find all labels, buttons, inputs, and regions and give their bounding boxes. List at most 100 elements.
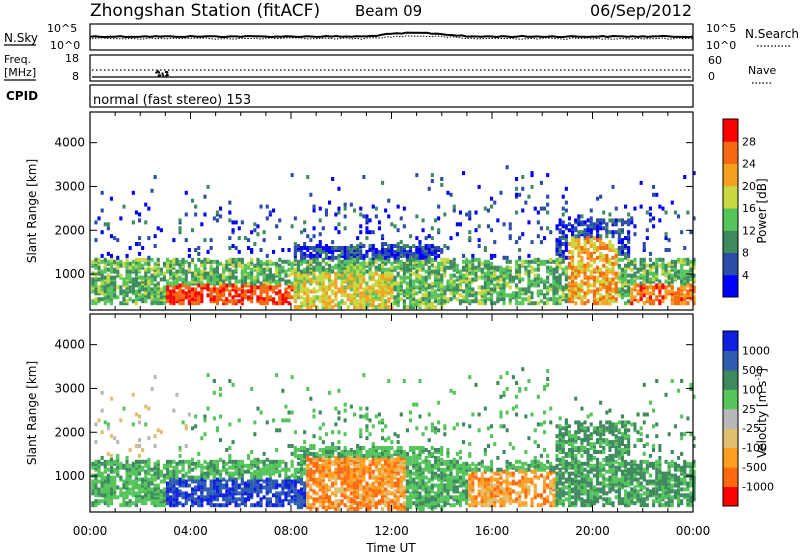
range-cell (349, 244, 353, 248)
range-cell (359, 406, 363, 411)
range-cell (561, 249, 565, 254)
range-cell (191, 297, 195, 302)
range-cell (303, 440, 307, 445)
range-cell (125, 459, 129, 464)
range-cell (284, 471, 288, 476)
range-cell (228, 422, 232, 427)
range-cell (194, 485, 198, 490)
range-cell (184, 479, 188, 484)
range-cell (318, 477, 322, 482)
range-cell (474, 291, 478, 296)
range-cell (212, 491, 216, 496)
range-cell (689, 283, 693, 288)
range-cell (109, 481, 113, 486)
range-cell (328, 295, 332, 300)
range-cell (256, 295, 260, 300)
range-cell (175, 285, 179, 290)
range-cell (119, 461, 123, 466)
freq-tick-bottom: 8 (72, 70, 79, 83)
range-cell (141, 275, 145, 280)
range-cell (312, 469, 316, 474)
range-cell (353, 285, 357, 290)
range-cell (194, 291, 198, 296)
range-cell (272, 479, 276, 484)
range-cell (272, 297, 276, 302)
range-cell (558, 240, 562, 245)
range-cell (284, 461, 288, 466)
range-cell (552, 287, 556, 292)
range-cell (549, 265, 553, 270)
range-cell (505, 259, 509, 264)
range-cell (483, 289, 487, 294)
range-cell (290, 479, 294, 484)
range-cell (349, 497, 353, 502)
range-cell (402, 275, 406, 280)
range-cell (586, 289, 590, 294)
range-cell (178, 226, 182, 231)
range-cell (555, 283, 559, 288)
range-cell (337, 410, 341, 415)
range-cell (337, 246, 341, 250)
range-cell (518, 263, 522, 268)
range-cell (109, 275, 113, 280)
range-cell (418, 267, 422, 272)
range-cell (381, 473, 385, 478)
range-cell (583, 263, 587, 268)
range-cell (561, 220, 565, 225)
range-cell (586, 283, 590, 288)
range-cell (664, 248, 668, 252)
range-cell (561, 257, 565, 262)
range-cell (240, 257, 244, 262)
range-cell (608, 277, 612, 282)
range-cell (418, 244, 422, 248)
range-cell (194, 414, 198, 419)
range-cell (234, 487, 238, 492)
range-cell (206, 283, 210, 288)
range-cell (502, 277, 506, 282)
range-cell (571, 297, 575, 302)
range-cell (287, 267, 291, 272)
range-cell (296, 503, 300, 508)
range-cell (527, 220, 531, 225)
range-cell (125, 475, 129, 480)
range-cell (131, 461, 135, 466)
range-cell (437, 299, 441, 304)
range-cell (153, 471, 157, 476)
range-cell (614, 271, 618, 276)
range-cell (661, 295, 665, 300)
range-cell (586, 279, 590, 284)
range-cell (284, 467, 288, 472)
range-cell (409, 291, 413, 296)
range-cell (427, 255, 431, 260)
range-cell (231, 220, 235, 225)
range-cell (365, 412, 369, 417)
range-cell (368, 473, 372, 478)
range-cell (371, 497, 375, 502)
range-cell (477, 238, 481, 243)
range-cell (387, 244, 391, 248)
range-cell (405, 249, 409, 254)
range-cell (655, 261, 659, 266)
range-cell (661, 206, 665, 211)
range-cell (652, 265, 656, 270)
range-cell (521, 208, 525, 213)
range-cell (331, 299, 335, 304)
range-cell (253, 481, 257, 486)
colorbar-segment (723, 141, 738, 164)
y-tick-label: 2000 (54, 223, 85, 237)
range-cell (203, 418, 207, 423)
range-cell (94, 220, 98, 225)
range-cell (396, 228, 400, 233)
range-cell (331, 430, 335, 435)
range-cell (458, 275, 462, 280)
range-cell (187, 267, 191, 272)
range-cell (109, 301, 113, 306)
range-cell (324, 275, 328, 280)
range-cell (172, 295, 176, 300)
range-cell (284, 404, 288, 409)
range-cell (243, 236, 247, 241)
range-cell (234, 257, 238, 262)
range-cell (443, 295, 447, 300)
range-cell (359, 269, 363, 274)
range-cell (692, 265, 696, 270)
